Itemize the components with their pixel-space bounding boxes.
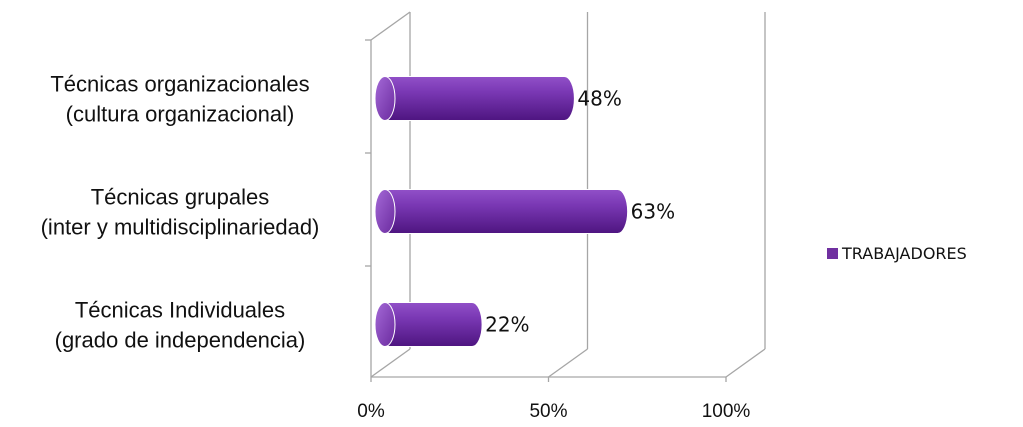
category-label: Técnicas organizacionales [50,72,309,97]
floor-line [548,348,588,378]
bar-body [374,189,629,234]
bar-value-label: 48% [577,87,621,111]
category-label: Técnicas Individuales [75,298,285,323]
bar [374,189,629,234]
x-tick-label: 50% [529,401,567,422]
legend: TRABAJADORES [827,244,967,263]
category-label: (cultura organizacional) [66,102,295,127]
floor-line [725,348,766,378]
x-axis-ticks: 0% 50% 100% [357,39,751,422]
bars: 48% 63% 22% [374,76,675,347]
category-label: Técnicas grupales [91,185,270,210]
category-label: (inter y multidisciplinariedad) [41,215,320,240]
bar-value-label: 63% [631,200,675,224]
bar-cap [374,76,396,121]
category-label: (grado de independencia) [55,328,306,353]
bar [374,76,575,121]
bar-cap [374,302,396,347]
legend-swatch [827,248,838,259]
left-wall-top [370,11,411,41]
floor-line [370,348,411,378]
bar-value-label: 22% [485,313,529,337]
bar-body [374,76,575,121]
bar-cap [374,189,396,234]
x-tick-label: 100% [702,401,751,422]
bar [374,302,483,347]
legend-label: TRABAJADORES [842,244,967,263]
category-labels: Técnicas organizacionales (cultura organi… [41,72,320,353]
x-tick-label: 0% [357,401,385,422]
